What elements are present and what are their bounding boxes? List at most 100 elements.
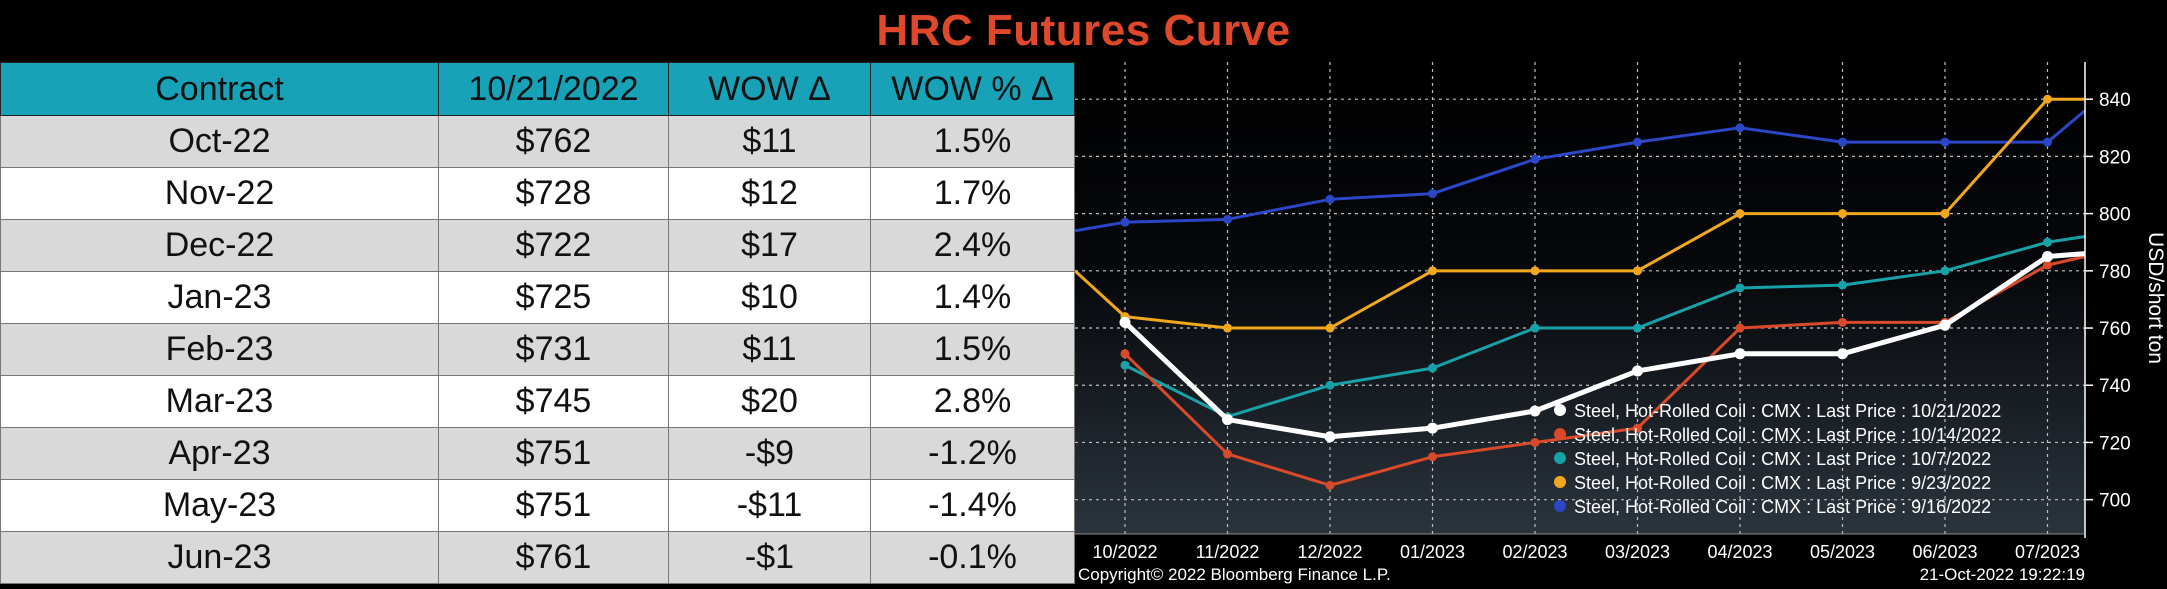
data-point (1633, 323, 1642, 333)
y-tick-label: 700 (2099, 491, 2131, 512)
x-tick-label: 11/2022 (1196, 542, 1260, 562)
legend-marker (1554, 428, 1566, 440)
cell-contract: Oct-22 (0, 115, 439, 168)
x-tick-label: 01/2023 (1400, 542, 1465, 562)
table-row: May-23 $751 -$11 -1.4% (0, 479, 1075, 532)
cell-wow-pct: 1.5% (870, 115, 1075, 168)
data-point (1119, 316, 1131, 328)
data-point (1940, 266, 1950, 276)
cell-contract: Mar-23 (0, 375, 439, 428)
data-point (1734, 348, 1746, 360)
data-point (1735, 123, 1745, 133)
data-point (1632, 365, 1643, 377)
cell-wow-delta: -$9 (668, 427, 871, 480)
cell-wow-pct: 2.4% (870, 219, 1075, 272)
data-point (2043, 237, 2052, 247)
cell-wow-delta: $20 (668, 375, 871, 428)
cell-wow-pct: -0.1% (870, 531, 1075, 584)
legend-label: Steel, Hot-Rolled Coil : CMX : Last Pric… (1574, 473, 1991, 493)
data-point (1838, 137, 1847, 147)
data-point (1428, 266, 1437, 276)
cell-wow-pct: -1.2% (870, 427, 1075, 480)
cell-contract: Apr-23 (0, 427, 439, 480)
table-row: Oct-22 $762 $11 1.5% (0, 115, 1075, 168)
data-point (1838, 317, 1847, 327)
data-point (1428, 189, 1437, 199)
table-row: Dec-22 $722 $17 2.4% (0, 219, 1075, 272)
y-tick-label: 740 (2099, 376, 2131, 397)
data-point (1838, 280, 1847, 290)
cell-wow-delta: $11 (668, 323, 871, 376)
x-tick-label: 04/2023 (1707, 542, 1772, 562)
data-point (1838, 209, 1847, 219)
y-tick-label: 760 (2099, 319, 2131, 340)
cell-wow-delta: $12 (668, 167, 871, 220)
data-point (1530, 154, 1540, 164)
cell-wow-pct: 1.7% (870, 167, 1075, 220)
legend-marker (1554, 452, 1566, 464)
table-header-row: Contract 10/21/2022 WOW Δ WOW % Δ (0, 62, 1075, 116)
data-point (1325, 323, 1335, 333)
y-tick-label: 720 (2099, 433, 2131, 454)
data-point (1940, 209, 1950, 219)
cell-wow-delta: $10 (668, 271, 871, 324)
cell-price: $725 (438, 271, 669, 324)
futures-curve-chart: 700 720 740 760 780 800 820 840 10/2022 11/2022 12… (1073, 62, 2167, 584)
cell-wow-delta: $11 (668, 115, 871, 168)
data-point (1325, 480, 1335, 490)
cell-price: $761 (438, 531, 669, 584)
data-point (1633, 266, 1642, 276)
data-point (1530, 266, 1540, 276)
data-point (1324, 431, 1336, 443)
table-row: Mar-23 $745 $20 2.8% (0, 375, 1075, 428)
data-point (1120, 217, 1130, 227)
data-point (1633, 137, 1642, 147)
header-wow-pct-delta: WOW % Δ (870, 62, 1075, 116)
cell-contract: May-23 (0, 479, 439, 532)
cell-wow-delta: -$11 (668, 479, 871, 532)
data-point (1940, 137, 1950, 147)
cell-wow-pct: 1.5% (870, 323, 1075, 376)
data-point (1223, 449, 1232, 459)
copyright-text: Copyright© 2022 Bloomberg Finance L.P. (1078, 565, 1391, 584)
table-row: Jun-23 $761 -$1 -0.1% (0, 531, 1075, 584)
data-point (1223, 323, 1232, 333)
y-tick-label: 800 (2099, 205, 2131, 226)
data-point (1427, 422, 1438, 434)
x-tick-label: 12/2022 (1297, 542, 1362, 562)
data-point (1939, 319, 1951, 331)
series-line (1074, 109, 2086, 233)
data-point (1223, 214, 1232, 224)
legend-label: Steel, Hot-Rolled Coil : CMX : Last Pric… (1574, 401, 2001, 421)
data-point (2043, 137, 2052, 147)
series-line (1073, 97, 2085, 330)
data-point (1530, 323, 1540, 333)
cell-wow-pct: 1.4% (870, 271, 1075, 324)
data-point (1120, 360, 1130, 370)
cell-price: $762 (438, 115, 669, 168)
cell-wow-delta: $17 (668, 219, 871, 272)
data-point (1120, 349, 1130, 359)
legend-marker (1554, 500, 1566, 512)
data-point (1325, 194, 1335, 204)
timestamp-text: 21-Oct-2022 19:22:19 (1920, 565, 2085, 584)
data-point (1530, 437, 1540, 447)
data-point (1222, 414, 1233, 426)
data-point (1735, 283, 1745, 293)
header-contract: Contract (0, 62, 439, 116)
header-wow-delta: WOW Δ (668, 62, 871, 116)
title-bar: HRC Futures Curve (0, 0, 2167, 62)
cell-contract: Dec-22 (0, 219, 439, 272)
table-row: Nov-22 $728 $12 1.7% (0, 167, 1075, 220)
cell-wow-pct: -1.4% (870, 479, 1075, 532)
y-tick-label: 840 (2099, 90, 2131, 111)
cell-price: $745 (438, 375, 669, 428)
data-point (1325, 380, 1335, 390)
x-tick-label: 10/2022 (1092, 542, 1157, 562)
x-tick-label: 06/2023 (1912, 542, 1977, 562)
data-point (2043, 94, 2052, 104)
cell-price: $751 (438, 427, 669, 480)
legend-label: Steel, Hot-Rolled Coil : CMX : Last Pric… (1574, 497, 1991, 517)
table-row: Apr-23 $751 -$9 -1.2% (0, 427, 1075, 480)
cell-contract: Feb-23 (0, 323, 439, 376)
